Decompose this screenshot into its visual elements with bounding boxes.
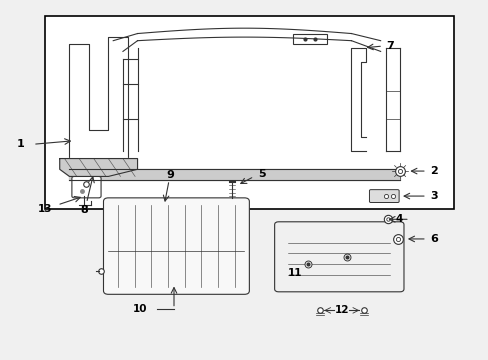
Polygon shape: [60, 158, 137, 176]
FancyBboxPatch shape: [103, 198, 249, 294]
Text: 13: 13: [38, 203, 52, 213]
Bar: [292, 33, 326, 44]
Text: 9: 9: [166, 170, 174, 180]
Text: 4: 4: [394, 214, 402, 224]
FancyBboxPatch shape: [369, 190, 398, 203]
Text: 3: 3: [429, 191, 437, 201]
Text: 1: 1: [17, 139, 25, 149]
Text: 2: 2: [429, 166, 437, 176]
Text: 11: 11: [288, 268, 302, 278]
Text: 6: 6: [429, 234, 437, 244]
FancyBboxPatch shape: [45, 16, 453, 208]
Text: 5: 5: [258, 168, 265, 179]
Text: 8: 8: [80, 205, 88, 215]
Text: 7: 7: [386, 41, 393, 51]
Text: 12: 12: [334, 305, 348, 315]
FancyBboxPatch shape: [72, 176, 101, 198]
Text: 10: 10: [132, 303, 147, 314]
Polygon shape: [69, 169, 399, 180]
FancyBboxPatch shape: [274, 222, 403, 292]
